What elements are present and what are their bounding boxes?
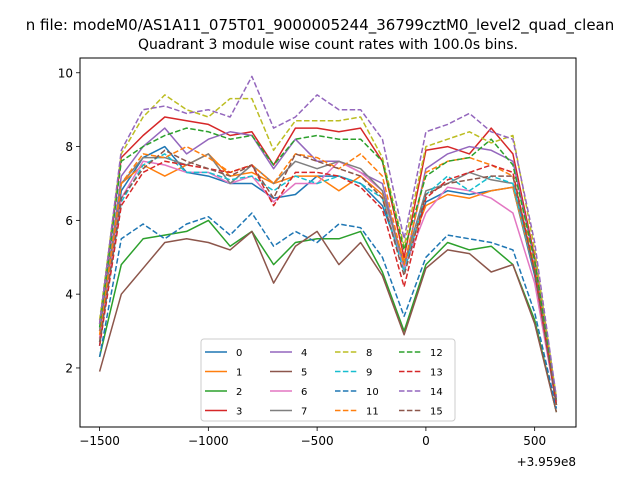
legend-label-10: 10 (366, 387, 379, 398)
series-line-6 (98, 160, 558, 406)
legend-label-14: 14 (430, 387, 443, 398)
figure-suptitle: n file: modeM0/AS1A11_075T01_9000005244_… (26, 16, 615, 35)
legend-label-15: 15 (430, 407, 443, 418)
legend-frame (200, 338, 456, 422)
plot-lines (98, 75, 558, 413)
x-tick-label: −1500 (79, 434, 120, 448)
legend-label-13: 13 (430, 368, 443, 379)
series-line-14 (98, 75, 558, 398)
x-tick-label: 500 (523, 434, 546, 448)
y-tick-label: 6 (65, 214, 73, 228)
legend-label-6: 6 (301, 387, 307, 398)
legend-label-3: 3 (236, 407, 242, 418)
series-line-15 (98, 149, 558, 406)
legend-label-11: 11 (366, 407, 379, 418)
legend-label-2: 2 (236, 387, 242, 398)
x-tick-label: −1000 (188, 434, 229, 448)
legend-label-0: 0 (236, 348, 242, 359)
legend-label-7: 7 (301, 407, 307, 418)
legend-label-9: 9 (366, 368, 372, 379)
x-tick-label: 0 (422, 434, 430, 448)
x-axis-offset-label: +3.959e8 (517, 455, 576, 469)
y-tick-label: 8 (65, 140, 73, 154)
series-line-10 (98, 212, 558, 409)
chart-title: Quadrant 3 module wise count rates with … (138, 37, 518, 53)
legend-label-8: 8 (366, 348, 372, 359)
series-line-12 (98, 127, 558, 402)
y-tick-label: 2 (65, 361, 73, 375)
legend-label-12: 12 (430, 348, 443, 359)
legend-label-1: 1 (236, 368, 242, 379)
legend-label-5: 5 (301, 368, 307, 379)
y-tick-label: 4 (65, 288, 73, 302)
series-line-11 (98, 145, 558, 406)
series-line-0 (98, 145, 558, 406)
series-line-2 (98, 219, 558, 413)
x-tick-label: −500 (301, 434, 334, 448)
axes-frame (79, 57, 577, 428)
series-line-13 (98, 160, 558, 406)
series-line-3 (98, 116, 558, 402)
series-line-8 (98, 94, 558, 398)
legend-label-4: 4 (301, 348, 307, 359)
series-line-5 (98, 230, 558, 413)
y-tick-label: 10 (58, 66, 73, 80)
